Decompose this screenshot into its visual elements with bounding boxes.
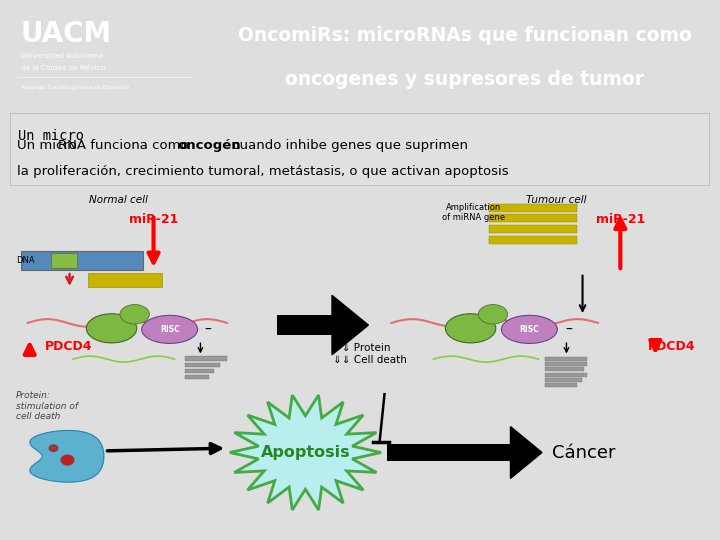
Text: OncomiRs: microRNAs que funcionan como: OncomiRs: microRNAs que funcionan como (238, 26, 691, 45)
FancyBboxPatch shape (387, 444, 510, 461)
Text: RISC: RISC (520, 325, 539, 334)
Text: ⇓⇓ Protein
⇓⇓ Cell death: ⇓⇓ Protein ⇓⇓ Cell death (333, 343, 408, 364)
FancyBboxPatch shape (10, 113, 710, 186)
Text: oncogenes y supresores de tumor: oncogenes y supresores de tumor (285, 70, 644, 89)
Text: oncogén: oncogén (178, 139, 241, 152)
Text: Posgrado Transdisciplinario en Educación: Posgrado Transdisciplinario en Educación (21, 84, 130, 90)
FancyBboxPatch shape (546, 373, 588, 376)
Text: Tumour cell: Tumour cell (526, 195, 586, 206)
Text: Amplification: Amplification (446, 202, 501, 212)
Text: Normal cell: Normal cell (89, 195, 148, 206)
Text: Cáncer: Cáncer (552, 443, 616, 462)
Polygon shape (510, 427, 542, 478)
FancyBboxPatch shape (185, 375, 209, 379)
FancyBboxPatch shape (185, 362, 220, 367)
Ellipse shape (446, 314, 496, 343)
Text: miR-21: miR-21 (595, 213, 645, 226)
FancyBboxPatch shape (546, 356, 588, 361)
Circle shape (61, 455, 73, 465)
Text: Un micro: Un micro (17, 139, 77, 152)
Circle shape (49, 445, 58, 451)
FancyBboxPatch shape (277, 315, 332, 335)
Text: de la Ciudad de México: de la Ciudad de México (21, 65, 105, 71)
Text: Universidad Autónoma: Universidad Autónoma (21, 53, 103, 59)
Ellipse shape (120, 305, 149, 324)
FancyBboxPatch shape (490, 236, 577, 244)
Text: –: – (565, 322, 572, 336)
Text: Un micro: Un micro (18, 130, 84, 144)
FancyBboxPatch shape (490, 225, 577, 233)
Text: la proliferación, crecimiento tumoral, metástasis, o que activan apoptosis: la proliferación, crecimiento tumoral, m… (17, 165, 509, 178)
Ellipse shape (142, 315, 197, 343)
Text: Protein:
stimulation of
cell death: Protein: stimulation of cell death (16, 392, 78, 421)
FancyBboxPatch shape (490, 204, 577, 212)
Text: RNA funciona como: RNA funciona como (58, 139, 193, 152)
Ellipse shape (501, 315, 557, 343)
FancyBboxPatch shape (21, 251, 143, 270)
FancyBboxPatch shape (50, 253, 77, 268)
Polygon shape (230, 395, 381, 510)
Text: UACM: UACM (21, 20, 112, 48)
Polygon shape (332, 295, 369, 355)
Ellipse shape (478, 305, 508, 324)
FancyBboxPatch shape (490, 214, 577, 222)
FancyBboxPatch shape (546, 367, 584, 372)
FancyBboxPatch shape (185, 356, 227, 361)
FancyBboxPatch shape (89, 273, 162, 287)
Text: Apoptosis: Apoptosis (261, 445, 350, 460)
Polygon shape (30, 430, 104, 482)
FancyBboxPatch shape (546, 378, 582, 382)
Text: of miRNA gene: of miRNA gene (442, 213, 505, 222)
Text: –: – (204, 322, 211, 336)
Ellipse shape (86, 314, 137, 343)
FancyBboxPatch shape (185, 369, 215, 373)
Text: DNA: DNA (16, 256, 35, 265)
Text: miR-21: miR-21 (129, 213, 179, 226)
Text: PDCD4: PDCD4 (648, 340, 696, 353)
FancyBboxPatch shape (546, 362, 588, 366)
FancyBboxPatch shape (546, 383, 577, 387)
Text: cuando inhibe genes que suprimen: cuando inhibe genes que suprimen (228, 139, 467, 152)
Text: PDCD4: PDCD4 (45, 340, 93, 353)
Text: RISC: RISC (160, 325, 179, 334)
